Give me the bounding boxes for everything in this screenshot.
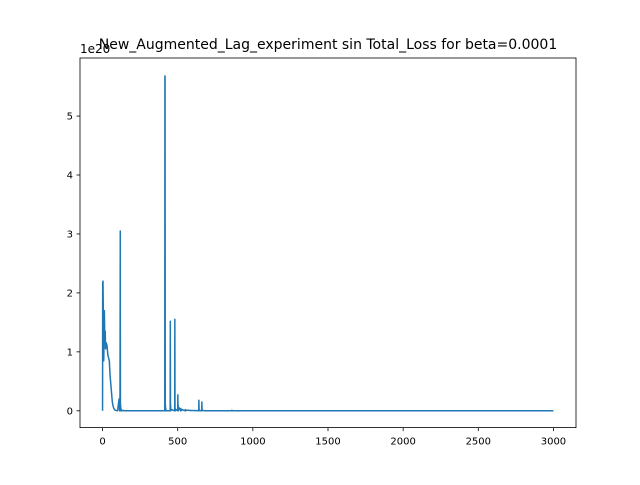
y-tick-label: 5 bbox=[67, 112, 73, 123]
x-tick-label: 1000 bbox=[240, 437, 265, 448]
chart-title: New_Augmented_Lag_experiment sin Total_L… bbox=[99, 37, 557, 53]
y-axis: 0 1 2 3 4 5 bbox=[67, 112, 80, 417]
plot-area bbox=[80, 58, 576, 428]
x-tick-label: 1500 bbox=[315, 437, 340, 448]
y-tick-label: 0 bbox=[67, 406, 73, 417]
x-tick-label: 2500 bbox=[466, 437, 491, 448]
x-tick-label: 500 bbox=[168, 437, 187, 448]
y-tick-label: 1 bbox=[67, 347, 73, 358]
y-tick-label: 2 bbox=[67, 288, 73, 299]
x-tick-label: 3000 bbox=[541, 437, 566, 448]
x-tick-label: 2000 bbox=[390, 437, 415, 448]
y-scale-label: 1e20 bbox=[80, 42, 110, 56]
x-axis: 0 500 1000 1500 2000 2500 3000 bbox=[99, 427, 566, 448]
series-layer bbox=[101, 75, 554, 412]
y-tick-label: 3 bbox=[67, 229, 73, 240]
y-tick-label: 4 bbox=[67, 171, 73, 182]
x-tick-label: 0 bbox=[99, 437, 105, 448]
series-line-0 bbox=[101, 75, 554, 412]
